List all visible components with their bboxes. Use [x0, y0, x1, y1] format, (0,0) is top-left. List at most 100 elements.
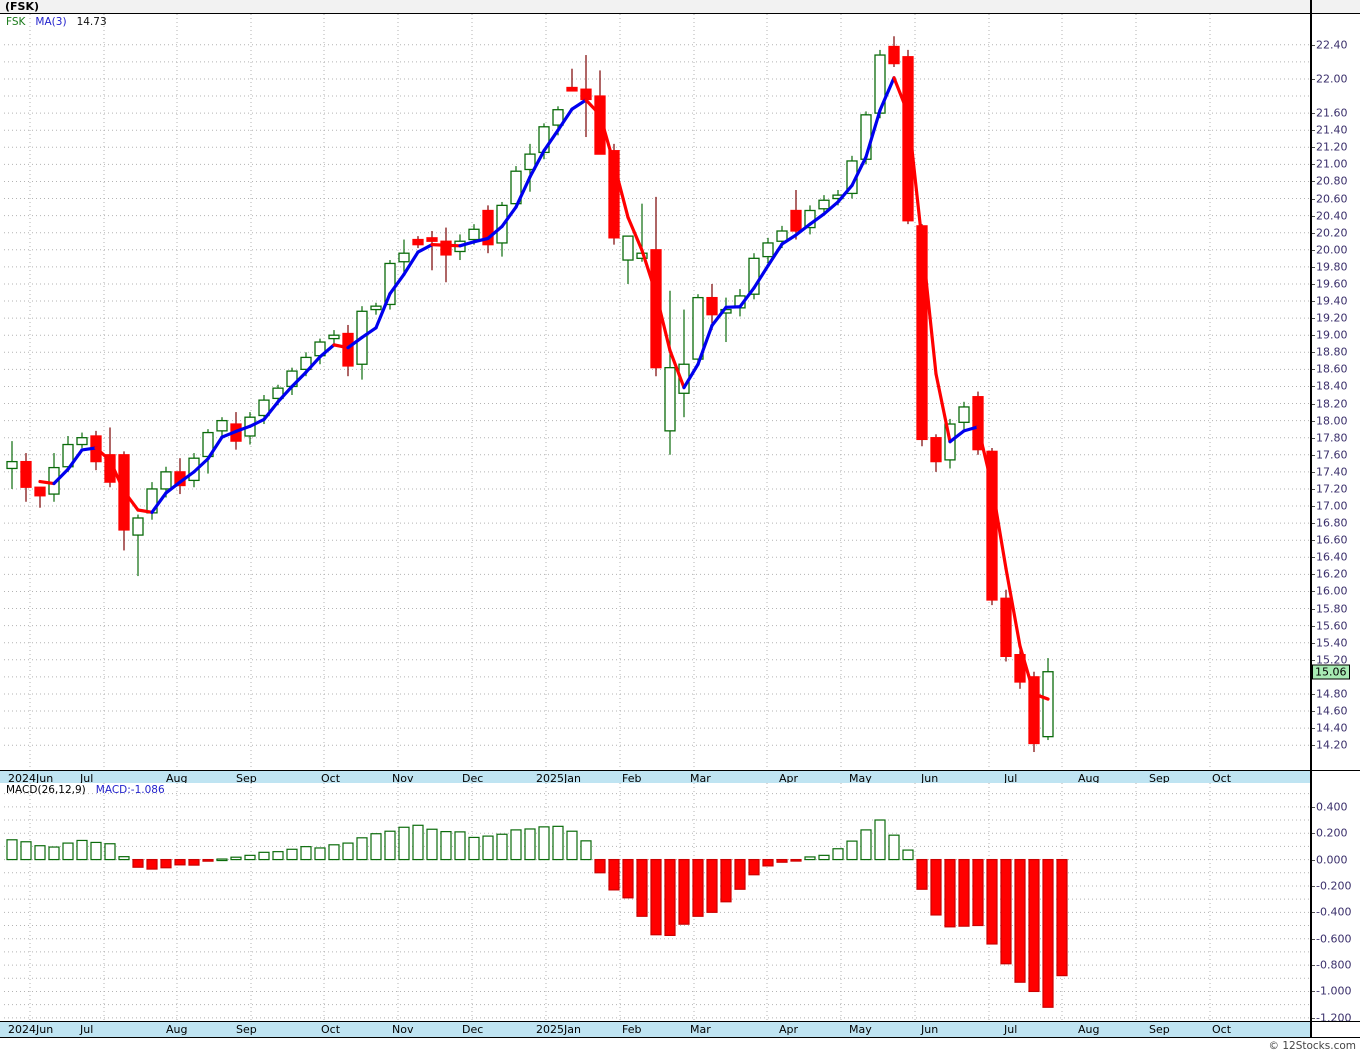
macd-axis-label: 0.200	[1316, 826, 1348, 840]
date-axis-label: Aug	[166, 772, 188, 785]
price-axis-label: 16.20	[1316, 567, 1348, 581]
price-axis-tick	[1310, 215, 1315, 217]
macd-axis-tick	[1310, 912, 1315, 914]
date-axis-label: Oct	[321, 1023, 341, 1036]
price-axis-label: 16.40	[1316, 550, 1348, 564]
price-axis-label: 20.80	[1316, 174, 1348, 188]
price-axis-tick	[1310, 130, 1315, 132]
price-axis-label: 21.40	[1316, 123, 1348, 137]
copyright-text: © 12Stocks.com	[1268, 1040, 1357, 1052]
date-axis-label: 2024Jun	[8, 1023, 54, 1036]
price-axis-label: 17.00	[1316, 499, 1348, 513]
price-axis-tick	[1310, 283, 1315, 285]
date-axis-label: Mar	[690, 772, 711, 785]
date-axis-label: Mar	[690, 1023, 711, 1036]
macd-axis-tick	[1310, 1017, 1315, 1019]
price-axis-tick	[1310, 266, 1315, 268]
price-axis-tick	[1310, 369, 1315, 371]
date-axis-macd[interactable]: 2024Jun Jul Aug Sep Oct Nov Dec 2025Jan Feb Mar Ap…	[0, 1021, 1360, 1038]
price-axis-label: 17.20	[1316, 482, 1348, 496]
date-axis-label: May	[849, 1023, 872, 1036]
price-axis-label: 17.80	[1316, 431, 1348, 445]
price-axis-label: 16.60	[1316, 533, 1348, 547]
macd-plot-area[interactable]	[4, 783, 1310, 1038]
price-axis-tick	[1310, 403, 1315, 405]
macd-axis-label: 0.400	[1316, 800, 1348, 814]
date-axis-label: Oct	[1212, 1023, 1232, 1036]
date-axis-label: Sep	[1149, 772, 1170, 785]
window-title-bar: (FSK)	[0, 0, 1360, 14]
price-axis-label: 20.40	[1316, 209, 1348, 223]
legend-indicator-ma: MA(3)	[35, 16, 67, 28]
macd-axis-tick	[1310, 806, 1315, 808]
price-axis-tick	[1310, 352, 1315, 354]
price-axis-label: 15.40	[1316, 636, 1348, 650]
price-axis-label: 18.00	[1316, 414, 1348, 428]
price-axis-tick	[1310, 454, 1315, 456]
date-axis-label: Sep	[1149, 1023, 1170, 1036]
price-axis-tick	[1310, 642, 1315, 644]
date-axis-label: Feb	[622, 1023, 642, 1036]
price-axis-label: 14.60	[1316, 704, 1348, 718]
last-price-badge: 15.06	[1312, 664, 1350, 680]
date-axis-label: Oct	[1212, 772, 1232, 785]
price-axis-tick	[1310, 693, 1315, 695]
date-axis-label: Sep	[236, 772, 257, 785]
price-axis-label: 19.60	[1316, 277, 1348, 291]
price-axis-tick	[1310, 540, 1315, 542]
price-y-axis: 22.40 22.00 21.60 21.40 21.20 21.00 20.80 20.60…	[1310, 0, 1360, 770]
price-axis-label: 20.00	[1316, 243, 1348, 257]
date-axis-label: 2025Jan	[536, 1023, 581, 1036]
price-axis-label: 22.00	[1316, 72, 1348, 86]
price-axis-tick	[1310, 625, 1315, 627]
date-axis-label: Jul	[80, 1023, 94, 1036]
price-axis-tick	[1310, 745, 1315, 747]
price-axis-label: 17.40	[1316, 465, 1348, 479]
macd-axis-tick	[1310, 885, 1315, 887]
price-plot-area[interactable]	[4, 14, 1310, 770]
price-axis-tick	[1310, 488, 1315, 490]
date-axis-label: Aug	[1078, 1023, 1100, 1036]
price-axis-tick	[1310, 335, 1315, 337]
price-axis-label: 14.80	[1316, 687, 1348, 701]
date-axis-label: Aug	[166, 1023, 188, 1036]
price-axis-tick	[1310, 557, 1315, 559]
price-axis-label: 15.20	[1316, 653, 1348, 667]
date-axis-label: Jun	[921, 772, 939, 785]
price-axis-tick	[1310, 420, 1315, 422]
price-axis-tick	[1310, 318, 1315, 320]
price-axis-label: 17.60	[1316, 448, 1348, 462]
price-axis-label: 18.60	[1316, 362, 1348, 376]
date-axis-label: Apr	[779, 772, 799, 785]
price-axis-label: 22.40	[1316, 38, 1348, 52]
price-axis-tick	[1310, 181, 1315, 183]
date-axis-label: Jul	[1004, 772, 1018, 785]
price-axis-label: 14.20	[1316, 738, 1348, 752]
macd-histogram-svg	[4, 783, 1310, 1037]
price-axis-tick	[1310, 711, 1315, 713]
price-axis-tick	[1310, 591, 1315, 593]
legend-ma-value: 14.73	[76, 16, 107, 28]
date-axis-label: Apr	[779, 1023, 799, 1036]
price-axis-tick	[1310, 44, 1315, 46]
price-candlestick-svg	[4, 14, 1310, 768]
price-axis-label: 19.40	[1316, 294, 1348, 308]
date-axis-label: May	[849, 772, 872, 785]
price-axis-label: 20.20	[1316, 226, 1348, 240]
price-axis-label: 19.00	[1316, 328, 1348, 342]
date-axis-label: Aug	[1078, 772, 1100, 785]
macd-axis-label: -0.200	[1316, 879, 1352, 893]
price-axis-label: 18.40	[1316, 379, 1348, 393]
price-axis-tick	[1310, 471, 1315, 473]
date-axis-label: Jul	[80, 772, 94, 785]
macd-axis-tick	[1310, 859, 1315, 861]
macd-axis-label: 0.000	[1316, 853, 1348, 867]
price-axis-tick	[1310, 198, 1315, 200]
price-axis-tick	[1310, 249, 1315, 251]
price-axis-label: 15.80	[1316, 602, 1348, 616]
price-axis-label: 21.60	[1316, 106, 1348, 120]
price-axis-tick	[1310, 728, 1315, 730]
legend-symbol: FSK	[6, 16, 26, 28]
price-axis-label: 20.60	[1316, 192, 1348, 206]
